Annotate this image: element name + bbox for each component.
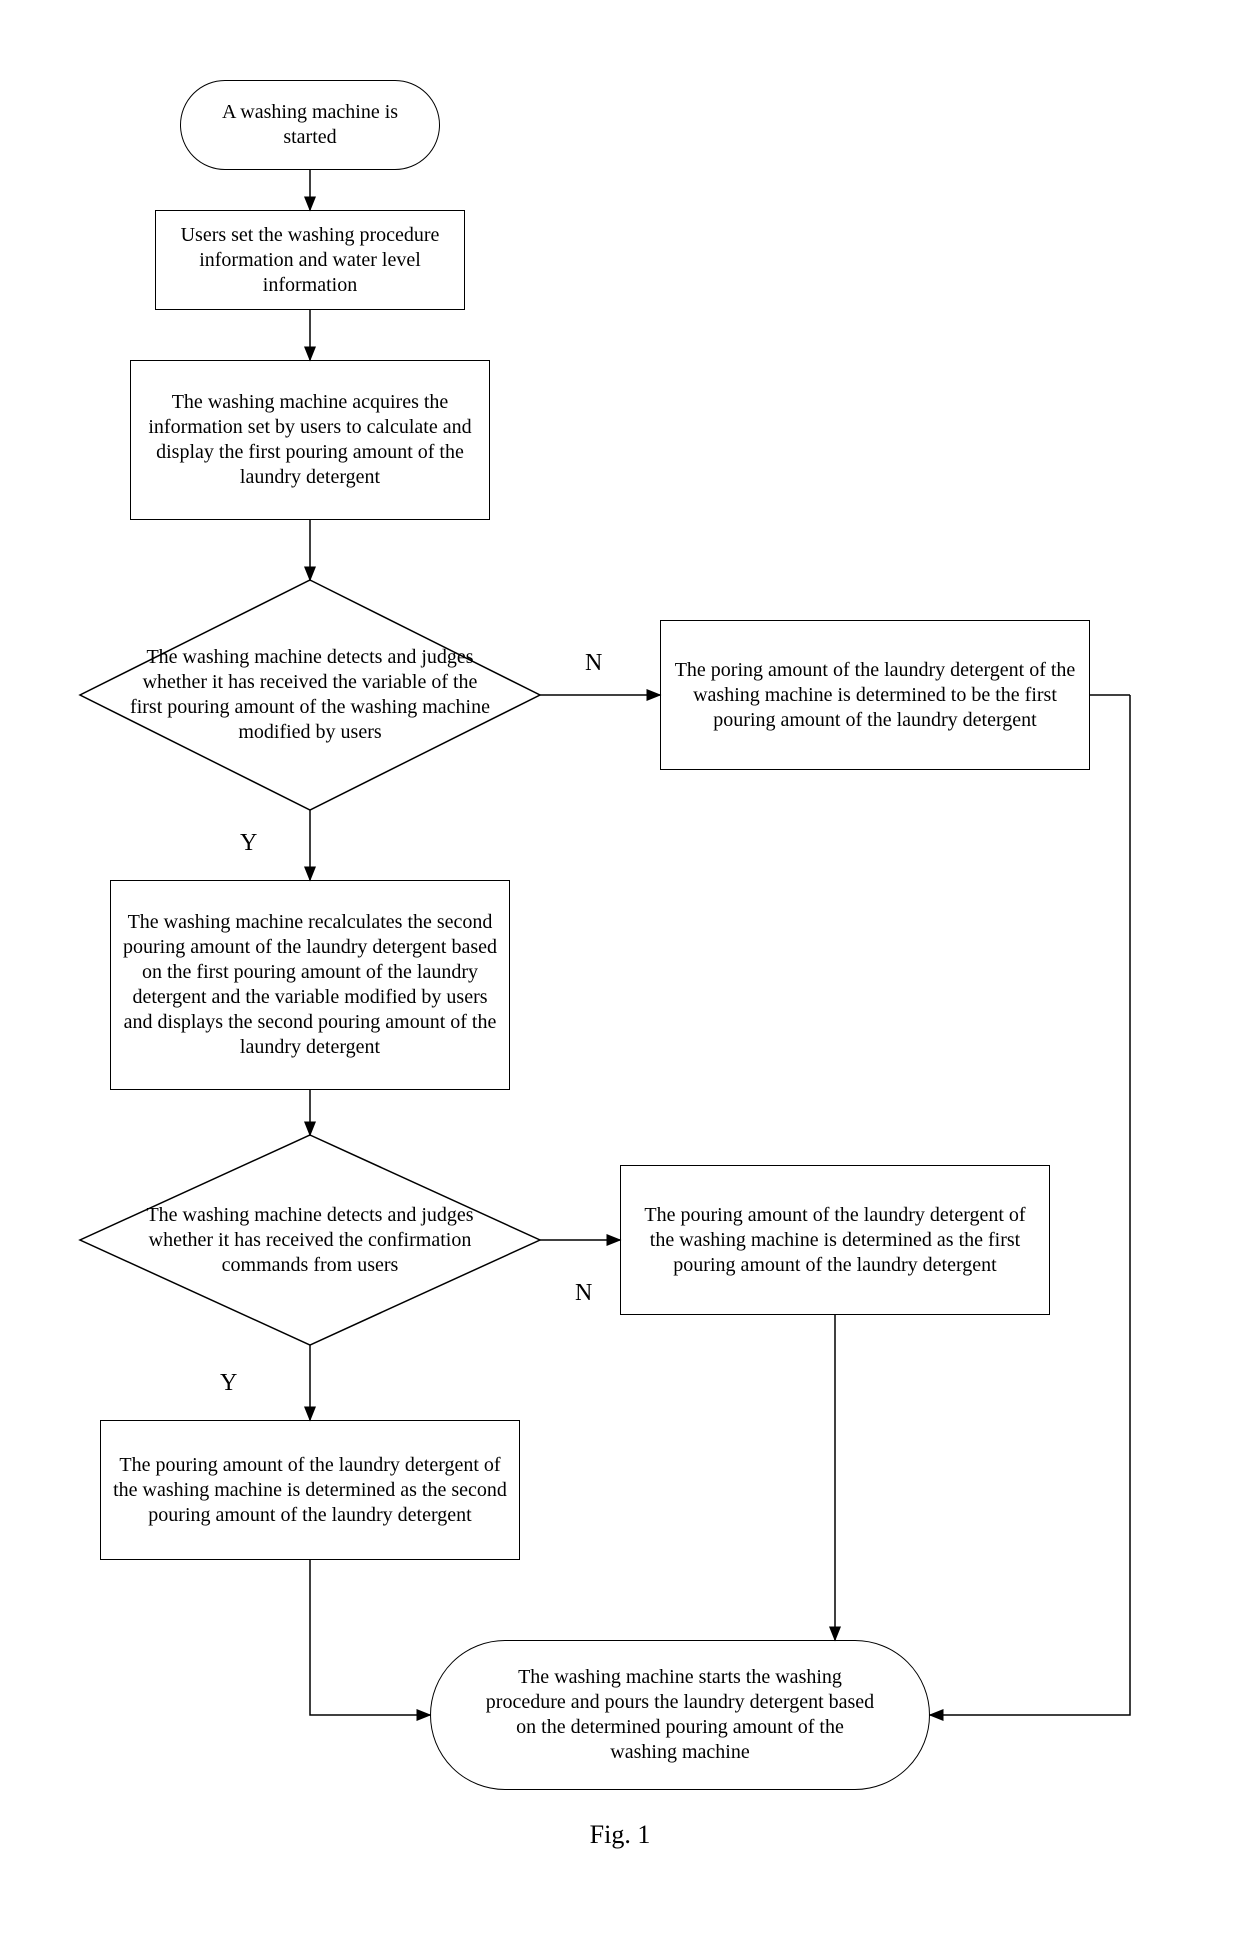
node-calc-first-text: The washing machine acquires the informa… (143, 390, 477, 490)
label-d1-y: Y (240, 830, 257, 857)
node-confirm-first: The pouring amount of the laundry deterg… (620, 1165, 1050, 1315)
node-confirm-second-text: The pouring amount of the laundry deterg… (113, 1453, 507, 1528)
node-end: The washing machine starts the washing p… (430, 1640, 930, 1790)
label-d2-n: N (575, 1280, 592, 1307)
node-confirm-first-text: The pouring amount of the laundry deterg… (633, 1203, 1037, 1278)
node-first-keep-text: The poring amount of the laundry deterge… (673, 658, 1077, 733)
node-decision1-text: The washing machine detects and judges w… (130, 645, 490, 745)
node-decision1-text-wrap: The washing machine detects and judges w… (130, 620, 490, 770)
node-recalc: The washing machine recalculates the sec… (110, 880, 510, 1090)
node-decision2-text-wrap: The washing machine detects and judges w… (135, 1185, 485, 1295)
node-recalc-text: The washing machine recalculates the sec… (123, 910, 497, 1060)
node-set-info-text: Users set the washing procedure informat… (168, 223, 452, 298)
node-calc-first: The washing machine acquires the informa… (130, 360, 490, 520)
label-d1-n: N (585, 650, 602, 677)
label-d2-y: Y (220, 1370, 237, 1397)
node-first-keep: The poring amount of the laundry deterge… (660, 620, 1090, 770)
node-start: A washing machine is started (180, 80, 440, 170)
node-start-text: A washing machine is started (193, 100, 427, 150)
node-end-text: The washing machine starts the washing p… (481, 1665, 879, 1765)
node-decision2-text: The washing machine detects and judges w… (135, 1203, 485, 1278)
figure-caption: Fig. 1 (0, 1820, 1240, 1850)
node-set-info: Users set the washing procedure informat… (155, 210, 465, 310)
node-confirm-second: The pouring amount of the laundry deterg… (100, 1420, 520, 1560)
